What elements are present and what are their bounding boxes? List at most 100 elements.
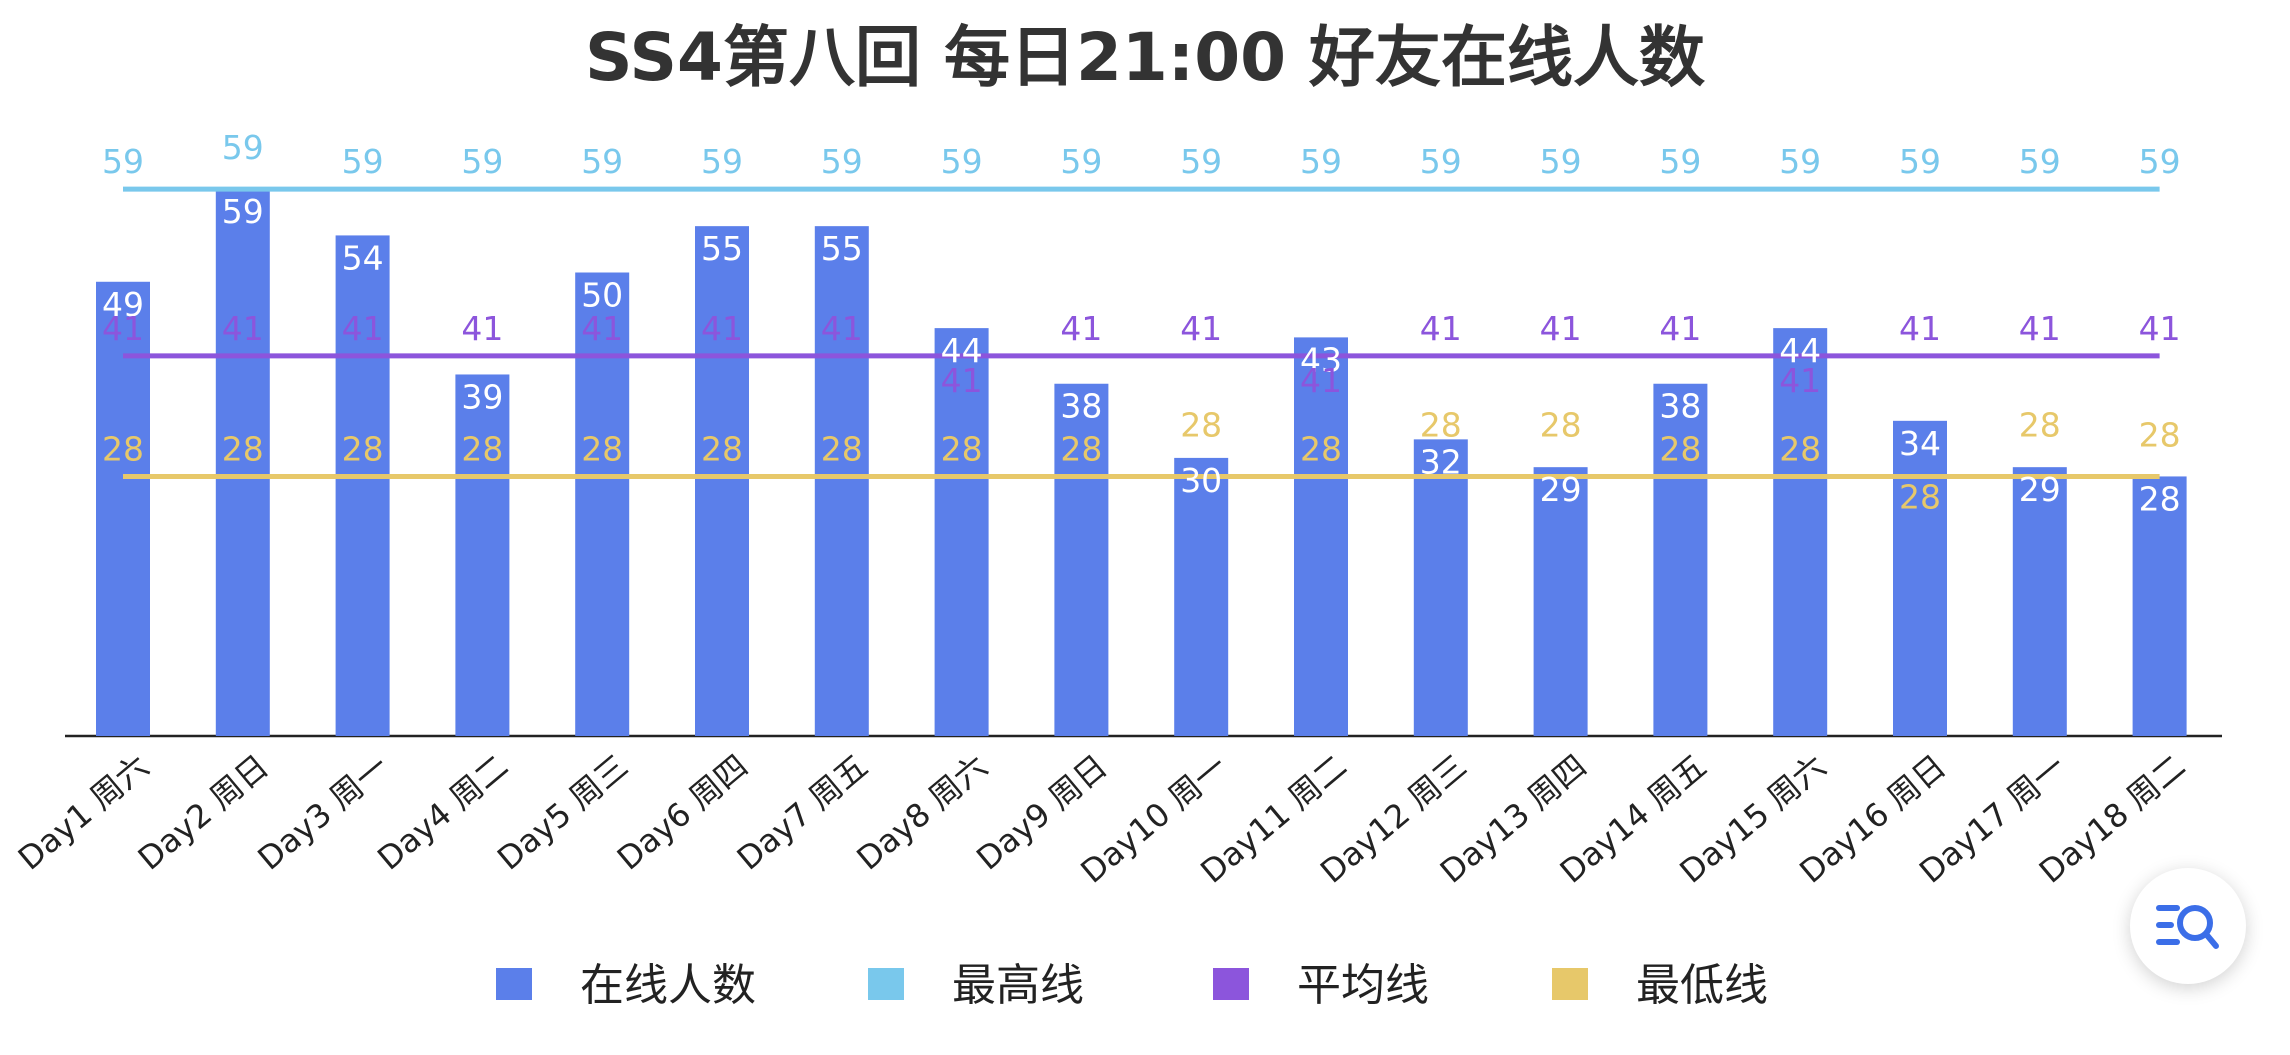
line-value-label: 41: [1779, 361, 1821, 400]
line-value-label: 59: [1300, 142, 1342, 181]
line-value-label: 41: [821, 309, 863, 348]
bar-value-label: 50: [581, 276, 623, 315]
line-value-label: 41: [461, 309, 503, 348]
legend-item[interactable]: 在线人数: [496, 960, 756, 1011]
line-value-label: 28: [1899, 477, 1941, 516]
bar-value-label: 34: [1899, 424, 1941, 463]
bar[interactable]: [335, 235, 390, 737]
x-tick-label: Day4 周二: [370, 747, 515, 877]
bar-value-label: 43: [1300, 340, 1342, 379]
line-value-label: 59: [1779, 142, 1821, 181]
line-value-label: 59: [222, 128, 264, 167]
legend-swatch: [1552, 968, 1588, 1000]
line-value-label: 59: [1180, 142, 1222, 181]
line-value-label: 41: [1420, 309, 1462, 348]
bar-value-label: 55: [821, 229, 863, 268]
line-value-label: 41: [342, 309, 384, 348]
bar[interactable]: [934, 328, 989, 736]
line-value-label: 28: [1779, 429, 1821, 468]
line-value-label: 59: [1420, 142, 1462, 181]
bar[interactable]: [455, 374, 510, 736]
bar-value-label: 44: [1779, 331, 1821, 370]
line-value-label: 28: [941, 429, 983, 468]
bar[interactable]: [96, 281, 150, 736]
bar[interactable]: [1773, 328, 1828, 736]
bar-value-label: 55: [701, 229, 743, 268]
line-value-label: 28: [1659, 429, 1701, 468]
line-value-label: 28: [1180, 405, 1222, 444]
line-value-label: 41: [941, 361, 983, 400]
bar[interactable]: [575, 272, 630, 737]
line-value-label: 59: [821, 142, 863, 181]
line-value-label: 41: [1300, 361, 1342, 400]
bar[interactable]: [1174, 457, 1229, 736]
legend-item[interactable]: 平均线: [1213, 960, 1429, 1011]
bar[interactable]: [2012, 467, 2067, 736]
legend-swatch: [1213, 968, 1249, 1000]
bar[interactable]: [215, 189, 270, 736]
line-value-label: 28: [2019, 405, 2061, 444]
legend-item[interactable]: 最高线: [868, 960, 1084, 1011]
legend-swatch: [496, 968, 532, 1000]
bar[interactable]: [1893, 420, 1947, 736]
line-value-label: 41: [1540, 309, 1582, 348]
line-value-label: 28: [581, 429, 623, 468]
chart-title: SS4第八回 每日21:00 好友在线人数: [585, 19, 1705, 96]
line-value-label: 28: [1300, 429, 1342, 468]
bar-value-label: 49: [102, 285, 144, 324]
bar[interactable]: [1294, 337, 1348, 736]
bar[interactable]: [1653, 383, 1708, 736]
line-value-label: 28: [701, 429, 743, 468]
line-value-label: 59: [941, 142, 983, 181]
data-view-button[interactable]: [2130, 868, 2246, 984]
bar-value-label: 44: [941, 331, 983, 370]
line-value-label: 59: [2019, 142, 2061, 181]
line-value-label: 59: [2139, 142, 2181, 181]
bar-value-label: 28: [2139, 479, 2181, 518]
line-value-label: 59: [1540, 142, 1582, 181]
x-tick-label: Day5 周三: [490, 747, 635, 877]
line-value-label: 41: [2019, 309, 2061, 348]
bar-value-label: 54: [342, 238, 384, 277]
line-value-label: 41: [1659, 309, 1701, 348]
bar-labels-layer: 49 59 54 39 50 55 55 44 38 30 43 32 29 38 44 34 29 28: [102, 192, 2181, 518]
line-value-label: 41: [222, 309, 264, 348]
x-tick-label: Day6 周四: [610, 747, 755, 877]
line-value-label: 28: [1540, 405, 1582, 444]
bar-value-label: 29: [2019, 470, 2061, 509]
line-value-label: 28: [2139, 415, 2181, 454]
x-tick-label: Day7 周五: [730, 747, 875, 877]
line-value-label: 59: [701, 142, 743, 181]
bar[interactable]: [2132, 476, 2187, 736]
line-value-label: 28: [102, 429, 144, 468]
x-tick-label: Day8 周六: [849, 747, 994, 877]
x-tick-label: Day1 周六: [11, 747, 156, 877]
line-value-label: 28: [222, 429, 264, 468]
bar[interactable]: [1533, 467, 1588, 736]
line-value-label: 59: [1659, 142, 1701, 181]
legend-label: 最低线: [1636, 960, 1768, 1011]
line-value-label: 59: [102, 142, 144, 181]
line-value-label: 59: [1899, 142, 1941, 181]
legend-item[interactable]: 最低线: [1552, 960, 1768, 1011]
line-value-label: 28: [1420, 405, 1462, 444]
line-value-label: 41: [1899, 309, 1941, 348]
bar-value-label: 38: [1060, 387, 1102, 426]
line-labels-layer: 59 59 59 59 59 59 59 59 59 59 59 59 59 59 59 59 59 59 41 41…: [102, 128, 2181, 516]
bar[interactable]: [814, 226, 869, 736]
line-value-label: 59: [581, 142, 623, 181]
line-value-label: 28: [342, 429, 384, 468]
bar[interactable]: [1054, 383, 1109, 736]
bar[interactable]: [1413, 439, 1468, 736]
bar-value-label: 29: [1540, 470, 1582, 509]
legend-swatch: [868, 968, 904, 1000]
legend: 在线人数 最高线 平均线 最低线: [496, 960, 1768, 1011]
bar-value-label: 30: [1180, 461, 1222, 500]
bar[interactable]: [695, 226, 749, 736]
line-value-label: 59: [461, 142, 503, 181]
line-value-label: 28: [1060, 429, 1102, 468]
line-value-label: 41: [701, 309, 743, 348]
bar-value-label: 59: [222, 192, 264, 231]
